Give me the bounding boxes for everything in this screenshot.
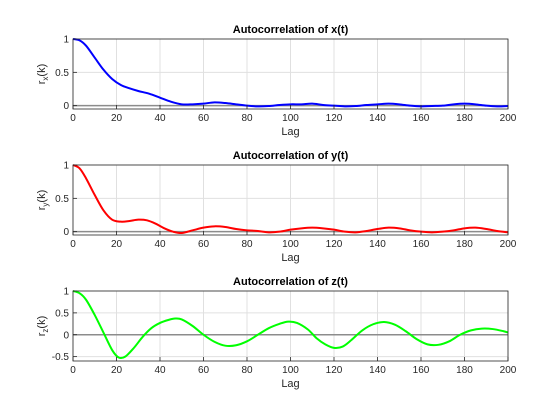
x-tick-label: 160 (413, 113, 430, 124)
x-ticks: 0 20 40 60 80 100 120 140 160 180 200 (70, 231, 517, 250)
y-axis-label: rx(k) (36, 64, 50, 85)
x-tick-label: 140 (369, 365, 386, 376)
x-tick-label: 120 (326, 365, 343, 376)
subplot-y: Autocorrelation of y(t) 0 20 40 60 80 100 120 1… (36, 150, 517, 264)
x-tick-label: 80 (241, 113, 253, 124)
y-tick-label: 1 (63, 161, 69, 172)
x-tick-label: 0 (70, 365, 76, 376)
x-tick-label: 20 (111, 365, 123, 376)
x-tick-label: 200 (500, 113, 517, 124)
y-axis-label-main: r (36, 206, 48, 210)
x-tick-label: 140 (369, 113, 386, 124)
grid (72, 38, 509, 109)
y-tick-label: 0.5 (55, 194, 69, 205)
y-axis-label-tail: (k) (36, 316, 48, 329)
x-tick-label: 120 (326, 113, 343, 124)
y-axis-label: ry(k) (36, 190, 50, 211)
y-ticks: -0.5 0 0.5 1 (52, 287, 77, 363)
y-tick-label: 0.5 (55, 68, 69, 79)
x-axis-label: Lag (281, 378, 299, 390)
subplot-z: Autocorrelation of z(t) 0 20 40 60 80 100 120 1… (36, 276, 517, 390)
x-tick-label: 0 (70, 239, 76, 250)
y-axis-label-main: r (36, 80, 48, 84)
x-tick-label: 60 (198, 365, 210, 376)
subplot-title: Autocorrelation of y(t) (233, 150, 349, 162)
y-axis-label-subscript: y (41, 203, 50, 207)
grid (72, 164, 509, 235)
x-ticks: 0 20 40 60 80 100 120 140 160 180 200 (70, 357, 517, 376)
x-tick-label: 200 (500, 365, 517, 376)
x-tick-label: 100 (282, 239, 299, 250)
y-axis-label-tail: (k) (36, 64, 48, 77)
x-tick-label: 80 (241, 365, 253, 376)
x-axis-label: Lag (281, 252, 299, 264)
grid (72, 290, 509, 361)
x-tick-label: 20 (111, 113, 123, 124)
x-tick-label: 40 (154, 113, 166, 124)
x-tick-label: 160 (413, 365, 430, 376)
y-tick-label: 0.5 (55, 308, 69, 319)
x-tick-label: 200 (500, 239, 517, 250)
x-tick-label: 40 (154, 365, 166, 376)
x-tick-label: 180 (456, 239, 473, 250)
x-tick-label: 60 (198, 113, 210, 124)
y-axis-label: rz(k) (36, 316, 50, 337)
x-tick-label: 20 (111, 239, 123, 250)
y-tick-label: 0 (63, 101, 69, 112)
subplot-title: Autocorrelation of x(t) (233, 24, 349, 36)
y-tick-label: 0 (63, 227, 69, 238)
y-axis-label-subscript: z (41, 329, 50, 333)
x-tick-label: 140 (369, 239, 386, 250)
x-tick-label: 40 (154, 239, 166, 250)
series-line (72, 38, 509, 108)
x-tick-label: 100 (282, 365, 299, 376)
x-axis-label: Lag (281, 126, 299, 138)
series-line (72, 164, 509, 235)
x-ticks: 0 20 40 60 80 100 120 140 160 180 200 (70, 105, 517, 124)
x-tick-label: 180 (456, 113, 473, 124)
y-tick-label: 0 (63, 330, 69, 341)
x-tick-label: 180 (456, 365, 473, 376)
y-ticks: 00.51 (55, 161, 77, 238)
x-tick-label: 80 (241, 239, 253, 250)
series-line (72, 290, 509, 360)
x-tick-label: 100 (282, 113, 299, 124)
y-ticks: 00.51 (55, 35, 77, 112)
subplot-x: Autocorrelation of x(t) 0 20 40 60 80 100 120 1… (36, 24, 517, 138)
x-tick-label: 160 (413, 239, 430, 250)
y-tick-label: -0.5 (52, 352, 70, 363)
y-axis-label-main: r (36, 332, 48, 336)
x-tick-label: 60 (198, 239, 210, 250)
x-tick-label: 120 (326, 239, 343, 250)
y-tick-label: 1 (63, 287, 69, 298)
y-tick-label: 1 (63, 35, 69, 46)
x-tick-label: 0 (70, 113, 76, 124)
y-axis-label-tail: (k) (36, 190, 48, 203)
y-axis-label-subscript: x (41, 77, 50, 81)
subplot-title: Autocorrelation of z(t) (233, 276, 348, 288)
